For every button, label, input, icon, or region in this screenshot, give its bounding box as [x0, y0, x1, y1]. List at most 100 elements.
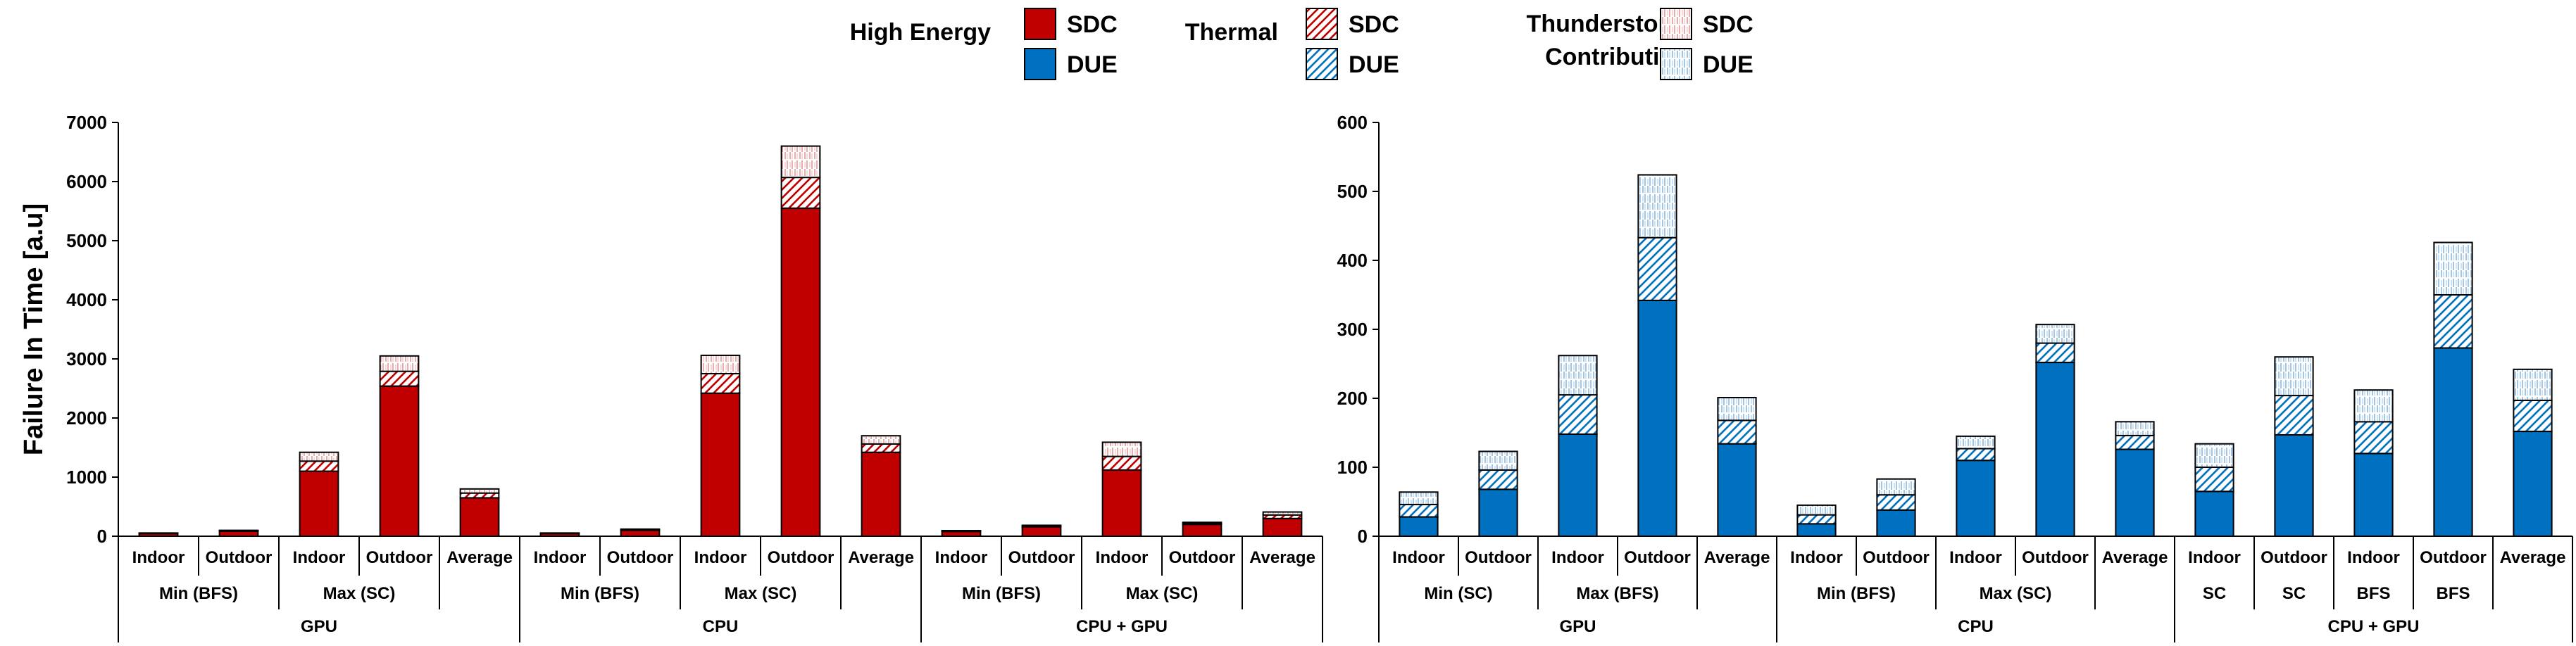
bar-thermal [1638, 238, 1676, 300]
bar-stack [1797, 505, 1835, 536]
subgroup-label: Min (SC) [1424, 584, 1492, 603]
y-tick-label: 0 [97, 526, 107, 547]
bar-stack [1877, 479, 1915, 536]
bar-thunderstorm [1103, 442, 1142, 456]
group-label: CPU + GPU [1076, 617, 1168, 636]
y-tick-label: 1000 [66, 467, 107, 488]
bar-thermal [2354, 422, 2392, 453]
category-label: Indoor [694, 548, 747, 567]
subgroup-label: Max (SC) [1126, 584, 1199, 603]
legend-swatch [1025, 8, 1056, 39]
bar-stack [1399, 492, 1437, 536]
bar-stack [1479, 451, 1517, 536]
subgroup-label: BFS [2437, 584, 2470, 603]
y-tick-label: 200 [1337, 388, 1368, 409]
bar-thermal [1399, 505, 1437, 517]
y-tick-label: 400 [1337, 250, 1368, 271]
category-label: Outdoor [1169, 548, 1236, 567]
group-label: GPU [301, 617, 337, 636]
bar-thermal [461, 493, 499, 498]
category-label: Average [848, 548, 914, 567]
bar-stack [1183, 522, 1222, 536]
group-label: CPU [1958, 617, 1994, 636]
bar-high-energy [380, 386, 419, 536]
subgroup-label: Min (BFS) [1817, 584, 1896, 603]
bar-stack [461, 489, 499, 536]
category-label: Outdoor [607, 548, 674, 567]
legend-swatch [1661, 8, 1692, 39]
category-label: Average [1704, 548, 1770, 567]
bar-thermal [2275, 395, 2313, 435]
subgroup-label: Min (BFS) [561, 584, 639, 603]
bar-thermal [2434, 295, 2472, 348]
subgroup-label: SC [2282, 584, 2306, 603]
bar-high-energy [2434, 348, 2472, 536]
bar-thermal [782, 177, 820, 208]
category-label: Outdoor [768, 548, 834, 567]
bar-stack [380, 356, 419, 536]
legend-swatch [1661, 49, 1692, 80]
legend-group-title: High Energy [850, 19, 991, 46]
subgroup-label: Max (BFS) [1576, 584, 1658, 603]
bar-high-energy [942, 531, 981, 536]
bar-stack [942, 531, 981, 536]
bar-high-energy [2354, 453, 2392, 536]
legend-label: DUE [1349, 51, 1399, 78]
bar-high-energy [1479, 489, 1517, 536]
y-tick-label: 300 [1337, 319, 1368, 340]
bar-stack [1638, 175, 1676, 536]
category-label: Average [446, 548, 513, 567]
bar-stack [1103, 442, 1142, 536]
bar-stack [2513, 369, 2551, 536]
subgroup-label: Max (SC) [323, 584, 396, 603]
bar-thunderstorm [621, 529, 660, 530]
bar-high-energy [1103, 470, 1142, 536]
bar-thunderstorm [2434, 243, 2472, 295]
category-label: Outdoor [2420, 548, 2487, 567]
bar-stack [1956, 436, 1994, 536]
bar-stack [1263, 512, 1302, 536]
bar-thermal [1479, 470, 1517, 489]
category-label: Outdoor [1008, 548, 1075, 567]
bar-thunderstorm [1558, 355, 1596, 395]
bar-stack [1718, 398, 1756, 536]
category-label: Outdoor [206, 548, 273, 567]
bar-high-energy [300, 471, 339, 536]
bar-stack [782, 146, 820, 536]
bar-high-energy [1956, 460, 1994, 536]
legend-label: DUE [1067, 51, 1118, 78]
bar-high-energy [1263, 519, 1302, 536]
bar-stack [701, 355, 740, 536]
category-label: Indoor [1551, 548, 1604, 567]
bar-thermal [1956, 449, 1994, 461]
bar-thermal [2195, 467, 2233, 491]
bar-high-energy [2275, 435, 2313, 536]
bar-thermal [701, 374, 740, 393]
bar-thermal [1558, 395, 1596, 434]
category-label: Average [1249, 548, 1315, 567]
category-label: Indoor [132, 548, 185, 567]
bar-thunderstorm [380, 356, 419, 372]
y-axis-title: Failure In Time [a.u] [19, 203, 49, 455]
legend-label: SDC [1067, 11, 1118, 38]
bar-thunderstorm [1479, 451, 1517, 469]
bar-thunderstorm [461, 489, 499, 493]
legend-swatch [1025, 49, 1056, 80]
bar-thermal [1797, 515, 1835, 524]
bar-high-energy [461, 498, 499, 536]
bar-thunderstorm [701, 355, 740, 374]
bar-stack [2275, 357, 2313, 536]
bar-high-energy [782, 208, 820, 536]
y-tick-label: 3000 [66, 348, 107, 369]
bar-thunderstorm [1638, 175, 1676, 237]
category-label: Outdoor [1624, 548, 1691, 567]
category-label: Indoor [935, 548, 988, 567]
subgroup-label: SC [2203, 584, 2226, 603]
bar-thunderstorm [2275, 357, 2313, 395]
bar-high-energy [1023, 527, 1061, 536]
